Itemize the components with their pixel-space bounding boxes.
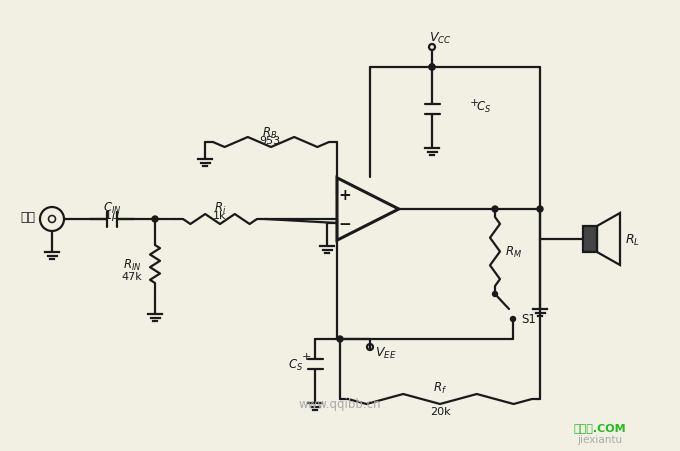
Text: www.qqibb.cn: www.qqibb.cn (299, 398, 381, 410)
Text: 953: 953 (260, 136, 281, 146)
Polygon shape (583, 226, 597, 253)
Text: jiexiantu: jiexiantu (577, 434, 623, 444)
Text: +: + (302, 351, 311, 361)
Text: $R_M$: $R_M$ (505, 244, 522, 259)
Text: $C_S$: $C_S$ (288, 357, 303, 372)
Text: 1k: 1k (214, 211, 226, 221)
Text: $C_{IN}$: $C_{IN}$ (103, 200, 121, 215)
Text: S1: S1 (521, 313, 536, 326)
Text: 接线图.COM: 接线图.COM (574, 422, 626, 432)
Text: $R_B$: $R_B$ (262, 125, 277, 140)
Text: $R_{IN}$: $R_{IN}$ (124, 257, 142, 272)
Circle shape (492, 292, 498, 297)
Circle shape (429, 65, 435, 71)
Text: +: + (339, 188, 351, 202)
Text: −: − (339, 216, 351, 231)
Circle shape (429, 65, 435, 71)
Text: $V_{EE}$: $V_{EE}$ (375, 345, 396, 360)
Text: $R_f$: $R_f$ (433, 380, 447, 395)
Text: +: + (470, 98, 479, 108)
Circle shape (337, 336, 343, 342)
Circle shape (537, 207, 543, 212)
Text: $V_{CC}$: $V_{CC}$ (429, 30, 452, 46)
Circle shape (492, 207, 498, 212)
Text: 输入: 输入 (20, 211, 35, 224)
Text: 47k: 47k (121, 272, 142, 281)
Text: $C_S$: $C_S$ (476, 99, 491, 114)
Circle shape (152, 216, 158, 222)
Text: $1\mu$: $1\mu$ (104, 208, 120, 222)
Text: $R_i$: $R_i$ (214, 200, 226, 215)
Text: $R_L$: $R_L$ (625, 232, 640, 247)
Circle shape (511, 317, 515, 322)
Text: 20k: 20k (430, 406, 450, 416)
